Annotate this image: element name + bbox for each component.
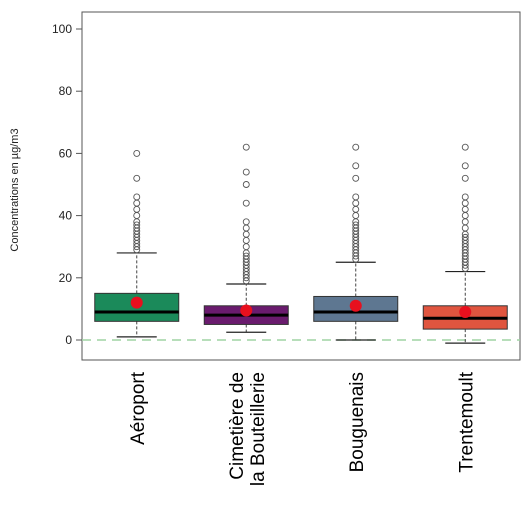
- y-tick-label: 40: [59, 209, 73, 223]
- y-tick-label: 60: [59, 146, 73, 160]
- category-label-line: Trentemoult: [456, 371, 477, 472]
- mean-marker: [349, 299, 362, 312]
- category-label-line: Bouguenais: [347, 372, 368, 472]
- outlier-point: [352, 193, 360, 201]
- outlier-point: [461, 143, 469, 151]
- outlier-point: [461, 224, 469, 232]
- outlier-point: [133, 149, 141, 157]
- outlier-point: [133, 221, 141, 229]
- y-axis-label: Concentrations en µg/m3: [9, 128, 21, 251]
- outlier-point: [242, 237, 250, 244]
- outlier-point: [352, 143, 360, 151]
- outlier-point: [242, 143, 250, 151]
- outlier-point: [242, 224, 250, 232]
- outlier-point: [352, 205, 360, 213]
- outlier-point: [133, 199, 141, 207]
- outlier-point: [242, 218, 250, 226]
- outlier-point: [461, 205, 469, 213]
- category-label: Bouguenais: [347, 372, 368, 472]
- category-label-line: Aéroport: [128, 371, 149, 445]
- outlier-point: [242, 168, 250, 176]
- y-tick-label: 80: [59, 84, 73, 98]
- category-label-line: Cimetière de: [227, 372, 248, 480]
- category-label: Trentemoult: [456, 371, 477, 472]
- mean-marker: [130, 296, 143, 309]
- mean-marker: [240, 304, 253, 317]
- outlier-point: [352, 212, 360, 220]
- category-label-line: la Bouteillerie: [248, 372, 269, 486]
- outlier-point: [242, 243, 250, 251]
- outlier-point: [461, 199, 469, 207]
- outlier-point: [461, 174, 469, 182]
- y-tick-label: 100: [52, 22, 72, 36]
- outlier-point: [352, 221, 360, 229]
- outlier-point: [461, 218, 469, 226]
- outlier-point: [461, 233, 469, 241]
- outlier-point: [242, 230, 250, 238]
- outlier-point: [133, 205, 141, 213]
- category-label: Aéroport: [128, 371, 149, 445]
- outlier-point: [242, 199, 250, 207]
- outlier-point: [352, 199, 360, 207]
- outlier-point: [461, 193, 469, 201]
- outlier-point: [133, 212, 141, 220]
- outlier-point: [461, 162, 469, 170]
- outlier-point: [461, 212, 469, 220]
- outlier-point: [242, 252, 250, 260]
- outlier-point: [242, 181, 250, 188]
- plot-area: 0 20 40 60 80 100 Aéroport Cimetière dela Boute…: [52, 11, 521, 486]
- outlier-point: [352, 162, 360, 170]
- y-tick-label: 0: [65, 333, 72, 347]
- outlier-point: [133, 174, 141, 182]
- outlier-point: [352, 174, 360, 182]
- mean-marker: [459, 306, 472, 319]
- category-label: Cimetière dela Bouteillerie: [227, 372, 269, 486]
- y-tick-label: 20: [59, 271, 73, 285]
- plot-frame: [81, 11, 521, 361]
- outlier-point: [133, 193, 141, 201]
